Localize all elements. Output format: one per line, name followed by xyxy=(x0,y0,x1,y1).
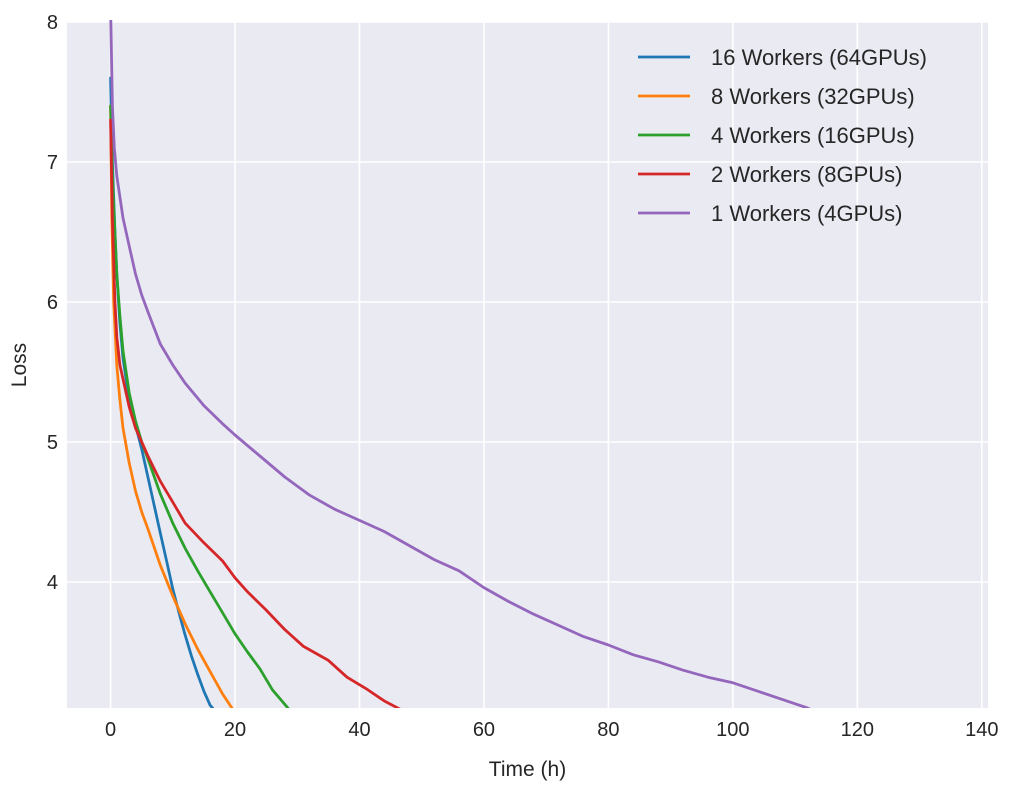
series-line-4 xyxy=(109,118,401,708)
x-tick-label: 100 xyxy=(716,719,749,741)
series-line-2 xyxy=(109,104,234,708)
series-lines xyxy=(109,20,811,708)
x-axis-label: Time (h) xyxy=(489,758,566,781)
x-tick-label: 60 xyxy=(473,719,495,741)
y-tick-label: 5 xyxy=(47,432,58,454)
grid-lines xyxy=(67,21,988,708)
x-tick-label: 80 xyxy=(597,719,619,741)
y-axis-label: Loss xyxy=(8,343,31,387)
x-tick-label: 40 xyxy=(348,719,370,741)
x-tick-label: 20 xyxy=(224,719,246,741)
legend-label-4: 2 Workers (8GPUs) xyxy=(711,162,903,187)
legend-label-2: 8 Workers (32GPUs) xyxy=(711,84,915,109)
x-axis-ticks: 0 20 40 60 80 100 120 140 xyxy=(105,719,998,741)
plot-background xyxy=(67,22,988,708)
y-tick-label: 7 xyxy=(47,152,58,174)
x-tick-label: 0 xyxy=(105,719,116,741)
y-tick-label: 6 xyxy=(47,292,58,314)
legend-label-3: 4 Workers (16GPUs) xyxy=(711,123,915,148)
series-line-5 xyxy=(109,20,811,708)
series-line-3 xyxy=(109,104,290,708)
y-axis-ticks: 4 5 6 7 8 xyxy=(47,12,58,594)
x-tick-label: 120 xyxy=(841,719,874,741)
x-tick-label: 140 xyxy=(965,719,998,741)
legend-label-5: 1 Workers (4GPUs) xyxy=(711,201,903,226)
y-tick-label: 8 xyxy=(47,12,58,34)
legend-label-1: 16 Workers (64GPUs) xyxy=(711,45,927,70)
y-tick-label: 4 xyxy=(47,572,58,594)
legend: 16 Workers (64GPUs) 8 Workers (32GPUs) 4 W… xyxy=(638,45,927,226)
